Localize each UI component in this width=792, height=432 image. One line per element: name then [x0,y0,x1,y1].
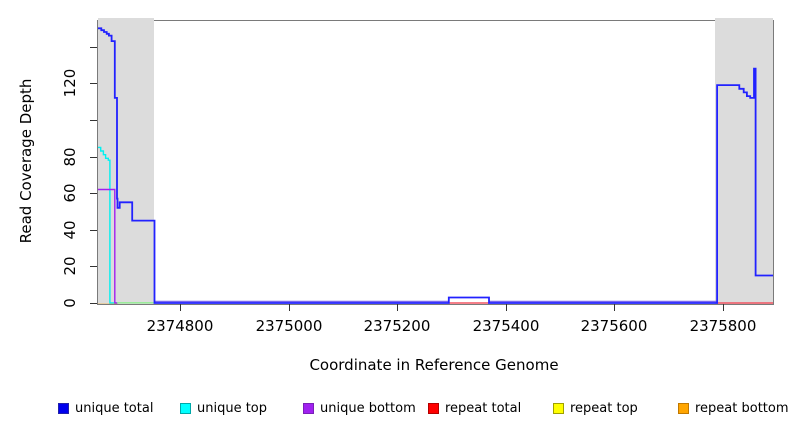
x-tick [397,304,398,311]
y-tick [90,47,97,48]
y-tick-label: 20 [61,256,79,276]
y-tick [90,266,97,267]
legend-label-unique-bottom: unique bottom [320,401,416,416]
legend-swatch-repeat-total [428,403,439,414]
y-tick-label: 60 [61,183,79,203]
legend-label-unique-top: unique top [197,401,268,416]
x-tick-label: 2375600 [580,317,648,335]
legend-swatch-repeat-bottom [678,403,689,414]
y-tick [90,83,97,84]
y-tick [90,230,97,231]
x-tick [723,304,724,311]
legend-swatch-unique-top [180,403,191,414]
y-tick-label: 80 [61,147,79,167]
series-unique-top [98,146,117,304]
x-axis-title: Coordinate in Reference Genome [309,356,559,374]
legend-label-repeat-bottom: repeat bottom [695,401,789,416]
legend-swatch-unique-total [58,403,69,414]
y-tick [90,193,97,194]
y-tick-label: 0 [61,298,79,308]
series-unique-total [98,27,773,304]
x-tick-label: 2374800 [146,317,214,335]
legend-label-repeat-total: repeat total [445,401,522,416]
x-tick [506,304,507,311]
y-tick [90,120,97,121]
y-tick [90,157,97,158]
legend-label-repeat-top: repeat top [570,401,638,416]
coverage-lines [98,27,773,304]
y-tick [90,303,97,304]
legend-label-unique-total: unique total [75,401,154,416]
y-tick-label: 40 [61,220,79,240]
legend-swatch-unique-bottom [303,403,314,414]
x-tick-label: 2375800 [689,317,757,335]
y-tick-label: 120 [61,68,79,98]
right-gray-band [714,18,773,304]
x-tick [180,304,181,311]
x-tick-label: 2375200 [363,317,431,335]
y-axis-title: Read Coverage Depth [17,78,35,244]
left-gray-band [98,18,154,304]
series-unique-bottom [98,188,119,304]
x-tick-label: 2375400 [472,317,540,335]
x-tick [289,304,290,311]
x-tick [614,304,615,311]
legend-swatch-repeat-top [553,403,564,414]
x-tick-label: 2375000 [255,317,323,335]
plot-area: 2374800 2375000 2375200 2375400 2375600 23758… [61,18,774,335]
